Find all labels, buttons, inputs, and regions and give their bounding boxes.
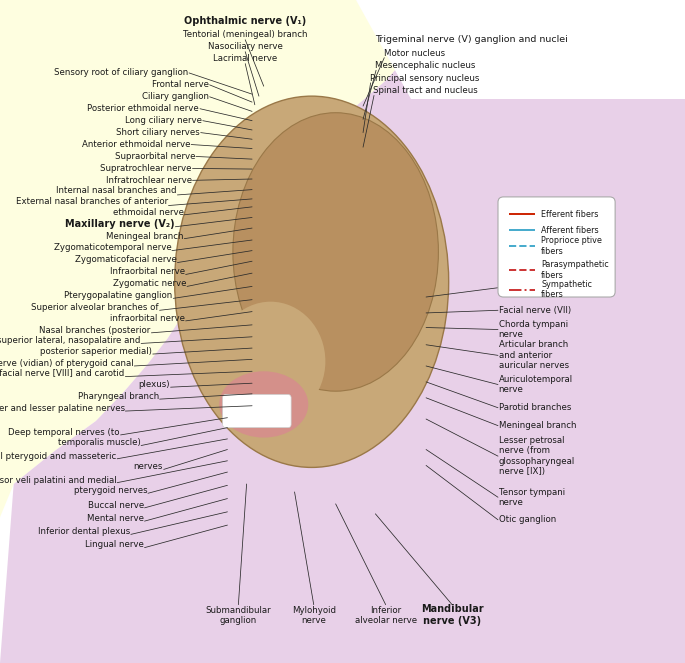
Text: Zygomatic nerve: Zygomatic nerve bbox=[113, 279, 186, 288]
Text: Chorda tympani
nerve: Chorda tympani nerve bbox=[499, 320, 568, 339]
Text: Supratrochlear nerve: Supratrochlear nerve bbox=[100, 164, 192, 173]
Ellipse shape bbox=[233, 113, 438, 391]
Text: nerves: nerves bbox=[134, 462, 163, 471]
Text: Parasympathetic
fibers: Parasympathetic fibers bbox=[541, 260, 609, 280]
Text: Submandibular
ganglion: Submandibular ganglion bbox=[206, 605, 271, 625]
Text: Short ciliary nerves: Short ciliary nerves bbox=[116, 128, 200, 137]
Text: Lacrimal nerve: Lacrimal nerve bbox=[213, 54, 277, 63]
Text: Zygomaticotemporal nerve: Zygomaticotemporal nerve bbox=[53, 243, 171, 253]
Text: Motor nucleus: Motor nucleus bbox=[384, 48, 445, 58]
Text: Ophthalmic nerve (V₁): Ophthalmic nerve (V₁) bbox=[184, 16, 306, 27]
Text: plexus): plexus) bbox=[138, 380, 170, 389]
Ellipse shape bbox=[175, 96, 449, 467]
Text: Facial nerve (VII): Facial nerve (VII) bbox=[499, 306, 571, 315]
Text: Tentorial (meningeal) branch: Tentorial (meningeal) branch bbox=[183, 30, 308, 39]
Text: Tensor tympani
nerve: Tensor tympani nerve bbox=[499, 487, 565, 507]
Text: Otic ganglion: Otic ganglion bbox=[499, 515, 556, 524]
Text: Greater and lesser palatine nerves: Greater and lesser palatine nerves bbox=[0, 404, 125, 413]
Text: Inferior dental plexus: Inferior dental plexus bbox=[38, 527, 130, 536]
FancyBboxPatch shape bbox=[498, 197, 615, 297]
Text: Zygomaticofacial nerve: Zygomaticofacial nerve bbox=[75, 255, 177, 265]
Text: Efferent fibers: Efferent fibers bbox=[541, 210, 599, 219]
Text: Infratrochlear nerve: Infratrochlear nerve bbox=[105, 176, 192, 185]
Text: posterior saperior medial): posterior saperior medial) bbox=[40, 347, 152, 356]
Text: Buccal nerve: Buccal nerve bbox=[88, 501, 144, 510]
Text: Mental nerve: Mental nerve bbox=[87, 514, 144, 523]
Polygon shape bbox=[0, 0, 411, 663]
Text: Sensory root of ciliary ganglion: Sensory root of ciliary ganglion bbox=[54, 68, 188, 78]
Text: Pharyngeal branch: Pharyngeal branch bbox=[77, 392, 159, 401]
Text: Afferent fibers: Afferent fibers bbox=[541, 225, 599, 235]
FancyBboxPatch shape bbox=[223, 394, 291, 428]
Text: Nasal branches (posterior: Nasal branches (posterior bbox=[40, 326, 151, 335]
Text: Parotid branches: Parotid branches bbox=[499, 403, 571, 412]
Text: Trigeminal nerve (V) ganglion and nuclei: Trigeminal nerve (V) ganglion and nuclei bbox=[375, 35, 568, 44]
Text: Posterior ethmoidal nerve: Posterior ethmoidal nerve bbox=[87, 104, 199, 113]
Text: Auriculotemporal
nerve: Auriculotemporal nerve bbox=[499, 375, 573, 394]
Text: Proprioce ptive
fibers: Proprioce ptive fibers bbox=[541, 236, 602, 256]
Text: Meningeal branch: Meningeal branch bbox=[106, 231, 184, 241]
Text: Mesencephalic nucleus: Mesencephalic nucleus bbox=[375, 61, 476, 70]
Text: (from facial nerve [VIII] and carotid: (from facial nerve [VIII] and carotid bbox=[0, 369, 125, 379]
Text: Lateral pterygoid and masseteric: Lateral pterygoid and masseteric bbox=[0, 452, 116, 461]
Text: Superficial temporal
branches: Superficial temporal branches bbox=[499, 278, 586, 298]
Text: Tensor veli palatini and medial: Tensor veli palatini and medial bbox=[0, 475, 116, 485]
Ellipse shape bbox=[219, 371, 308, 438]
Text: Infraorbital nerve: Infraorbital nerve bbox=[110, 267, 185, 276]
Text: Deep temporal nerves (to: Deep temporal nerves (to bbox=[8, 428, 120, 437]
Text: Articular branch
and anterior
auricular nerves: Articular branch and anterior auricular … bbox=[499, 341, 569, 370]
Text: Internal nasal branches and: Internal nasal branches and bbox=[56, 186, 177, 196]
Text: superior lateral, nasopalatire and: superior lateral, nasopalatire and bbox=[0, 336, 140, 345]
Text: Mandibular
nerve (V3): Mandibular nerve (V3) bbox=[421, 605, 484, 626]
Text: External nasal branches of anterior: External nasal branches of anterior bbox=[16, 197, 168, 206]
Text: Superior alveolar branches of: Superior alveolar branches of bbox=[32, 303, 159, 312]
Text: Nerve (vidian) of pterygoid canal: Nerve (vidian) of pterygoid canal bbox=[0, 359, 134, 368]
Text: Mylohyoid
nerve: Mylohyoid nerve bbox=[292, 605, 336, 625]
Text: Lingual nerve: Lingual nerve bbox=[85, 540, 144, 550]
Text: Inferior
alveolar nerve: Inferior alveolar nerve bbox=[355, 605, 416, 625]
Text: Anterior ethmoidal nerve: Anterior ethmoidal nerve bbox=[82, 140, 190, 149]
Text: Long ciliary nerve: Long ciliary nerve bbox=[125, 116, 202, 125]
Text: Nasociliary nerve: Nasociliary nerve bbox=[208, 42, 283, 51]
Text: Spinal tract and nucleus: Spinal tract and nucleus bbox=[373, 86, 478, 95]
Text: pterygoid nerves: pterygoid nerves bbox=[74, 486, 147, 495]
Polygon shape bbox=[356, 0, 685, 99]
Text: Ciliary ganglion: Ciliary ganglion bbox=[142, 92, 209, 101]
Text: Supraorbital nerve: Supraorbital nerve bbox=[114, 152, 195, 161]
Text: Pterygopalatine ganglion: Pterygopalatine ganglion bbox=[64, 291, 173, 300]
Text: Frontal nerve: Frontal nerve bbox=[152, 80, 209, 90]
Text: ethmoidal nerve: ethmoidal nerve bbox=[112, 208, 184, 217]
Text: Lesser petrosal
nerve (from
glossopharyngeal
nerve [IX]): Lesser petrosal nerve (from glossopharyn… bbox=[499, 436, 575, 476]
Text: Meningeal branch: Meningeal branch bbox=[499, 421, 576, 430]
Text: temporalis muscle): temporalis muscle) bbox=[58, 438, 140, 448]
Ellipse shape bbox=[216, 302, 325, 421]
Text: Maxillary nerve (V₂): Maxillary nerve (V₂) bbox=[65, 219, 175, 229]
Text: infraorbital nerve: infraorbital nerve bbox=[110, 314, 185, 323]
Text: Sympathetic
fibers: Sympathetic fibers bbox=[541, 280, 592, 300]
Text: Principal sensory nucleus: Principal sensory nucleus bbox=[370, 74, 480, 83]
